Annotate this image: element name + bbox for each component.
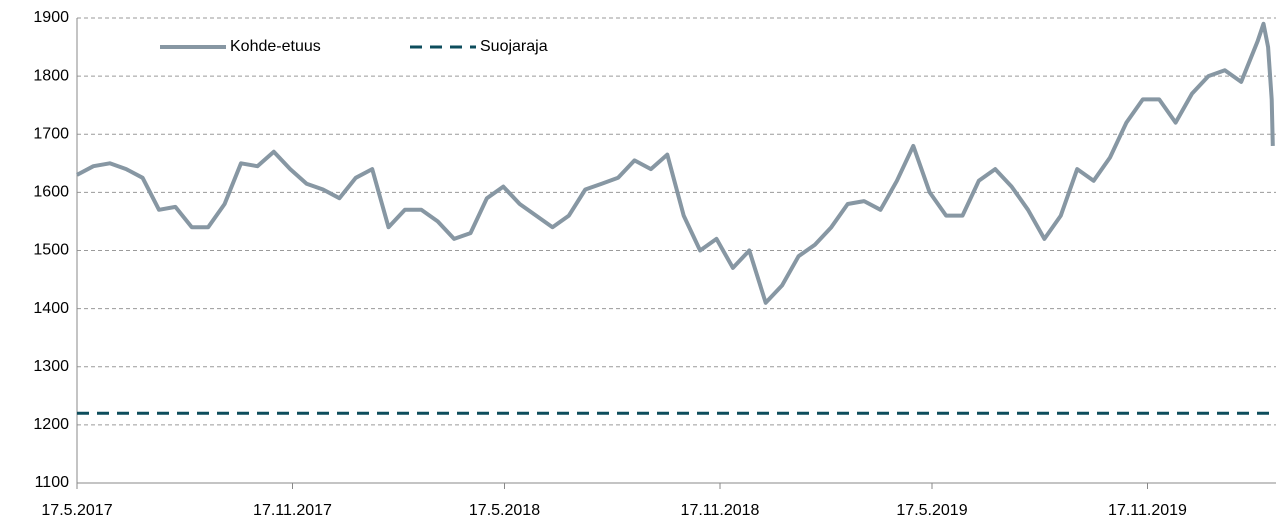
- y-tick-label: 1200: [33, 416, 69, 433]
- y-tick-label: 1500: [33, 242, 69, 259]
- x-tick-label: 17.5.2017: [41, 502, 112, 519]
- series-line: [76, 21, 1275, 305]
- y-tick-label: 1900: [33, 9, 69, 26]
- x-tick-label: 17.11.2017: [253, 502, 332, 519]
- y-tick-label: 1800: [33, 67, 69, 84]
- legend-label: Kohde-etuus: [230, 38, 321, 55]
- x-tick-label: 17.11.2019: [1108, 502, 1187, 519]
- y-tick-label: 1300: [33, 358, 69, 375]
- y-tick-label: 1400: [33, 300, 69, 317]
- x-tick-label: 17.5.2018: [469, 502, 540, 519]
- y-tick-label: 1100: [35, 474, 70, 491]
- x-tick-label: 17.5.2019: [896, 502, 967, 519]
- x-tick-label: 17.11.2018: [681, 502, 760, 519]
- y-tick-label: 1700: [33, 125, 69, 142]
- legend-label: Suojaraja: [480, 38, 548, 55]
- y-tick-label: 1600: [33, 184, 69, 201]
